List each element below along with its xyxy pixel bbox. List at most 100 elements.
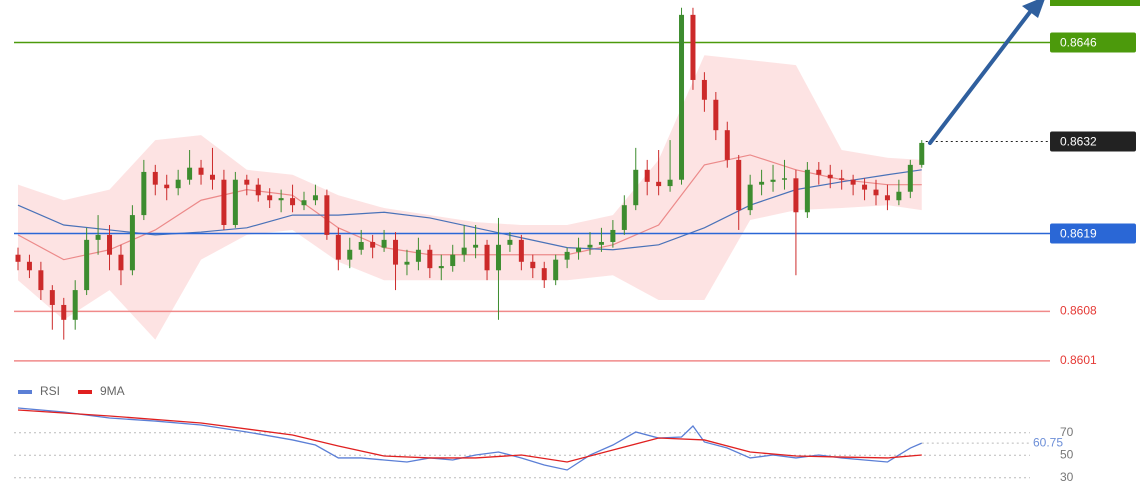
clipped-badge — [1050, 0, 1140, 6]
candle-body — [324, 195, 330, 235]
candle-body — [518, 239, 524, 262]
candle-body — [347, 249, 353, 260]
indicator-line — [17, 407, 923, 471]
candle-body — [312, 195, 318, 201]
candle-body — [621, 205, 627, 230]
candle-body — [427, 249, 433, 269]
candle-body — [255, 184, 261, 196]
price-badge — [1050, 223, 1136, 244]
candle-body — [770, 179, 776, 182]
candle-body — [610, 229, 616, 242]
candle-body — [907, 164, 913, 192]
candle-body — [141, 171, 147, 216]
candle-body — [495, 244, 501, 271]
candle-body — [679, 14, 685, 180]
candle-body — [450, 254, 456, 267]
candle-body — [576, 247, 582, 252]
candle-body — [690, 14, 696, 80]
candle-body — [244, 179, 250, 185]
candle-body — [415, 249, 421, 262]
candle-body — [38, 270, 44, 291]
candle-body — [438, 266, 444, 269]
candle-body — [781, 178, 787, 180]
candle-body — [278, 198, 284, 201]
trend-arrow — [928, 0, 1045, 145]
candle-body — [175, 179, 181, 189]
candle-body — [759, 181, 765, 185]
y-tick-label: 70 — [1060, 425, 1074, 439]
candle-body — [335, 234, 341, 260]
candle-body — [644, 169, 650, 182]
candle-body — [873, 189, 879, 196]
candle-body — [656, 181, 662, 187]
candle-body — [381, 239, 387, 248]
candle-body — [232, 179, 238, 225]
indicator-line — [17, 409, 922, 463]
candle-body — [358, 241, 364, 250]
candle-body — [290, 198, 296, 206]
candle-body — [804, 169, 810, 213]
candle-body — [95, 234, 101, 240]
candle-body — [507, 239, 513, 245]
candle-body — [370, 241, 376, 248]
candle-body — [587, 244, 593, 248]
price-label: 0.8646 — [1060, 36, 1097, 50]
candle-body — [198, 167, 204, 175]
candle-body — [473, 244, 479, 248]
candle-body — [129, 215, 135, 271]
arrow-shaft — [928, 10, 1032, 145]
candle-body — [839, 178, 845, 180]
last-value-label: 60.75 — [1033, 435, 1063, 449]
candle-body — [267, 195, 273, 201]
price-label: 0.8601 — [1060, 353, 1097, 367]
candle-body — [461, 247, 467, 255]
candle-body — [896, 191, 902, 201]
price-badge — [1050, 32, 1136, 53]
candle-body — [72, 290, 78, 320]
candle-body — [393, 239, 399, 265]
legend-label: RSI — [40, 384, 60, 398]
candle-body — [862, 184, 868, 190]
candle-body — [827, 174, 833, 179]
price-badge — [1050, 131, 1136, 152]
candle-body — [209, 174, 215, 180]
candle-body — [564, 251, 570, 260]
candle-body — [850, 179, 856, 185]
candle-body — [701, 79, 707, 100]
candle-body — [793, 178, 799, 213]
candle-body — [747, 184, 753, 211]
candle-body — [404, 261, 410, 265]
candle-body — [15, 254, 21, 262]
candle-body — [61, 304, 67, 320]
candle-body — [107, 234, 113, 255]
candle-body — [49, 290, 55, 305]
candle-body — [484, 244, 490, 271]
candle-body — [164, 184, 170, 189]
arrow-head — [1022, 0, 1045, 18]
candle-body — [118, 254, 124, 271]
legend-label: 9MA — [100, 384, 125, 398]
candle-body — [919, 142, 925, 165]
candle-body — [541, 268, 547, 281]
y-tick-label: 30 — [1060, 470, 1074, 484]
candle-body — [221, 179, 227, 225]
candle-body — [553, 259, 559, 281]
candle-body — [530, 261, 536, 269]
candle-body — [84, 239, 90, 291]
candle-body — [187, 167, 193, 180]
bollinger-band — [18, 55, 922, 340]
price-label: 0.8632 — [1060, 135, 1097, 149]
candle-body — [884, 195, 890, 201]
candle-body — [152, 171, 158, 185]
y-tick-label: 50 — [1060, 447, 1074, 461]
price-label: 0.8608 — [1060, 303, 1097, 317]
price-label: 0.8619 — [1060, 227, 1097, 241]
candle-body — [724, 130, 730, 160]
candle-body — [633, 169, 639, 206]
candle-body — [816, 169, 822, 175]
candle-body — [301, 200, 307, 206]
candle-body — [598, 241, 604, 245]
candle-body — [667, 179, 673, 187]
candle-body — [736, 159, 742, 211]
